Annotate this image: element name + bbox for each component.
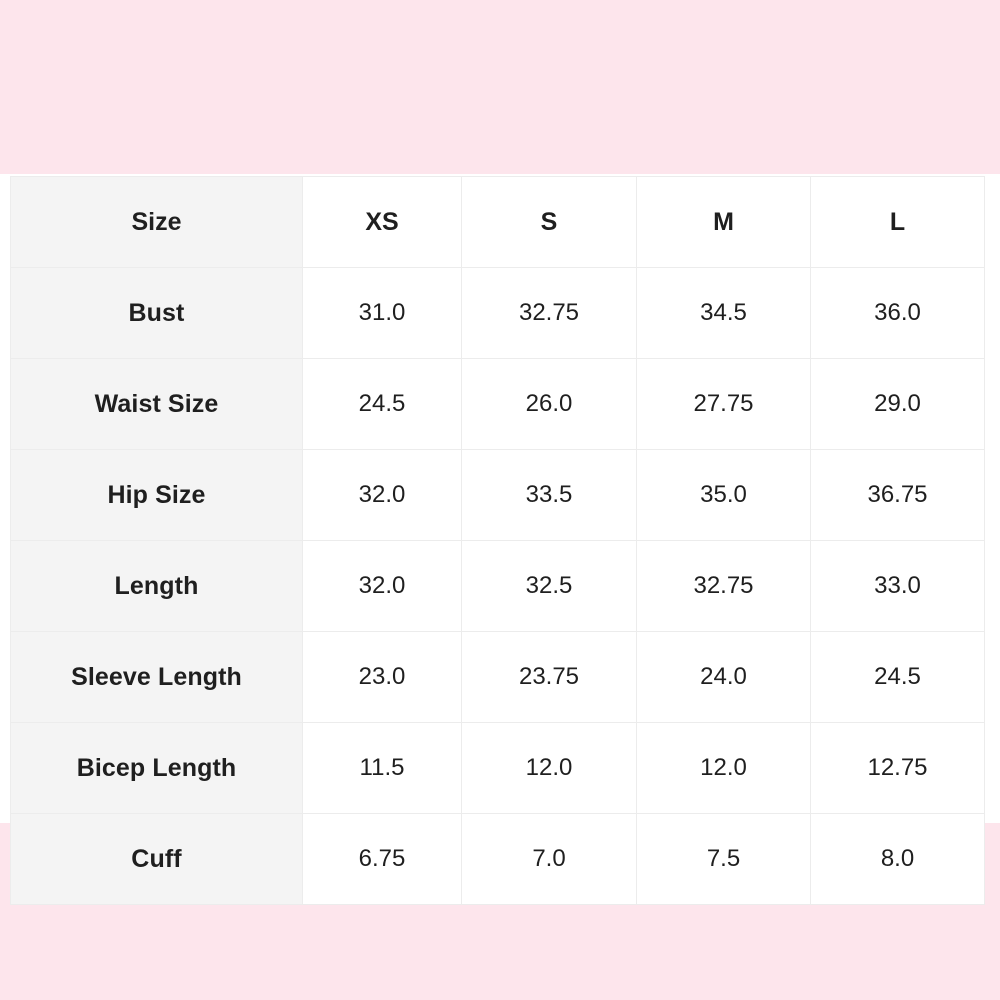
cell-length-l: 33.0 <box>810 540 985 632</box>
header-cell-size: Size <box>10 176 303 268</box>
row-label-bicep-length: Bicep Length <box>10 722 303 814</box>
cell-sleeve-length-s: 23.75 <box>461 631 637 723</box>
header-cell-m: M <box>636 176 811 268</box>
cell-length-m: 32.75 <box>636 540 811 632</box>
row-label-cuff: Cuff <box>10 813 303 905</box>
cell-cuff-l: 8.0 <box>810 813 985 905</box>
size-chart-container: Size XS S M L Bust 31.0 32.75 34.5 36.0 … <box>10 176 985 905</box>
cell-length-xs: 32.0 <box>302 540 462 632</box>
cell-hip-size-l: 36.75 <box>810 449 985 541</box>
cell-waist-size-xs: 24.5 <box>302 358 462 450</box>
row-label-sleeve-length: Sleeve Length <box>10 631 303 723</box>
cell-bust-xs: 31.0 <box>302 267 462 359</box>
cell-bicep-length-m: 12.0 <box>636 722 811 814</box>
table-row: Waist Size 24.5 26.0 27.75 29.0 <box>10 358 985 450</box>
row-label-length: Length <box>10 540 303 632</box>
table-row: Bicep Length 11.5 12.0 12.0 12.75 <box>10 722 985 814</box>
row-label-waist-size: Waist Size <box>10 358 303 450</box>
cell-cuff-s: 7.0 <box>461 813 637 905</box>
cell-sleeve-length-xs: 23.0 <box>302 631 462 723</box>
table-row: Length 32.0 32.5 32.75 33.0 <box>10 540 985 632</box>
row-label-bust: Bust <box>10 267 303 359</box>
cell-cuff-xs: 6.75 <box>302 813 462 905</box>
cell-bust-l: 36.0 <box>810 267 985 359</box>
table-row: Bust 31.0 32.75 34.5 36.0 <box>10 267 985 359</box>
table-row: Hip Size 32.0 33.5 35.0 36.75 <box>10 449 985 541</box>
table-row: Sleeve Length 23.0 23.75 24.0 24.5 <box>10 631 985 723</box>
cell-hip-size-m: 35.0 <box>636 449 811 541</box>
cell-sleeve-length-m: 24.0 <box>636 631 811 723</box>
header-cell-l: L <box>810 176 985 268</box>
cell-bust-m: 34.5 <box>636 267 811 359</box>
table-row: Cuff 6.75 7.0 7.5 8.0 <box>10 813 985 905</box>
table-header-row: Size XS S M L <box>10 176 985 268</box>
cell-waist-size-s: 26.0 <box>461 358 637 450</box>
cell-hip-size-s: 33.5 <box>461 449 637 541</box>
cell-bust-s: 32.75 <box>461 267 637 359</box>
cell-length-s: 32.5 <box>461 540 637 632</box>
cell-bicep-length-s: 12.0 <box>461 722 637 814</box>
header-cell-s: S <box>461 176 637 268</box>
cell-hip-size-xs: 32.0 <box>302 449 462 541</box>
header-cell-xs: XS <box>302 176 462 268</box>
row-label-hip-size: Hip Size <box>10 449 303 541</box>
cell-waist-size-l: 29.0 <box>810 358 985 450</box>
size-chart-header: Size XS S M L <box>10 176 985 268</box>
size-chart-body: Bust 31.0 32.75 34.5 36.0 Waist Size 24.… <box>10 267 985 905</box>
cell-cuff-m: 7.5 <box>636 813 811 905</box>
cell-bicep-length-l: 12.75 <box>810 722 985 814</box>
cell-waist-size-m: 27.75 <box>636 358 811 450</box>
cell-sleeve-length-l: 24.5 <box>810 631 985 723</box>
cell-bicep-length-xs: 11.5 <box>302 722 462 814</box>
size-chart-table: Size XS S M L Bust 31.0 32.75 34.5 36.0 … <box>10 176 985 905</box>
